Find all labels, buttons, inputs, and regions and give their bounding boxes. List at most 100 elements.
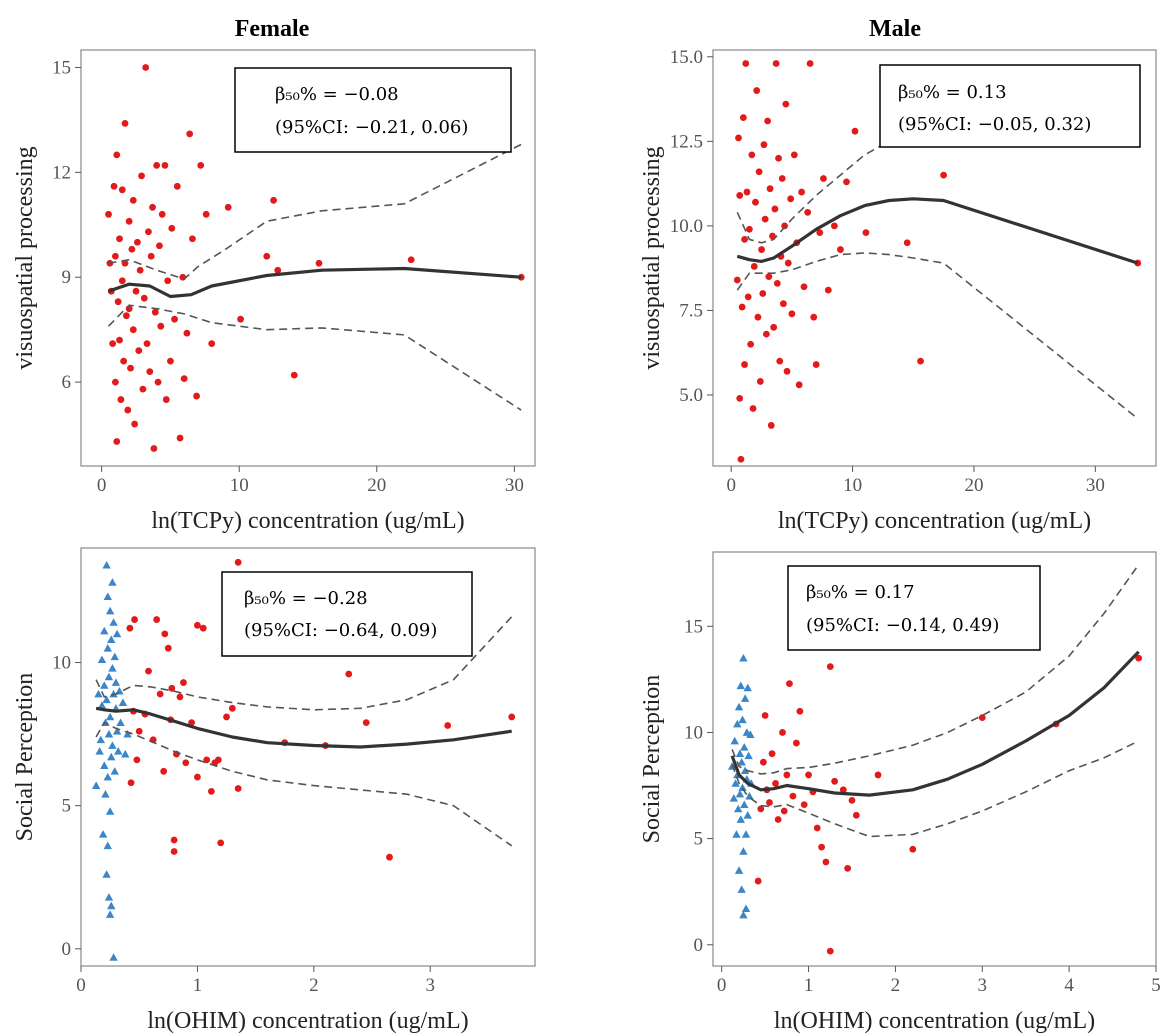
data-point-high [768,750,776,758]
data-point [140,294,148,302]
plot-frame [80,49,536,467]
data-point [147,252,155,260]
data-point-low [110,652,119,661]
data-point [781,222,789,230]
data-point [752,198,759,206]
data-point [129,196,137,204]
data-point-high [783,771,791,779]
data-point [134,238,141,246]
data-point [138,172,145,180]
data-point [189,235,196,243]
y-tick-label: 9 [62,267,72,288]
data-point [116,336,123,344]
y-tick-label: 10.0 [670,216,703,237]
data-point-low [737,885,746,893]
annotation-box [221,571,473,657]
data-point [749,405,757,412]
data-point [756,378,764,385]
data-point-low [740,800,749,809]
data-point [164,277,172,285]
data-point-high [133,756,141,764]
data-point [763,330,770,338]
annotation-box [879,64,1141,148]
fit-line [736,197,1139,265]
data-point-low [95,747,104,755]
data-point-low [740,694,750,702]
data-point [800,283,808,291]
data-point [743,188,751,196]
data-point [778,175,786,182]
data-point-high [766,799,773,806]
data-point [116,235,123,243]
annotation-ci: (95%CI: −0.14, 0.49) [806,615,999,636]
data-point [765,273,773,281]
y-tick-label: 7.5 [679,300,703,321]
data-point-low [734,866,744,874]
data-point-high [386,853,393,861]
ci-upper-line [95,616,513,711]
data-point [263,252,271,260]
data-point-low [103,841,112,850]
data-point-low [105,606,115,615]
data-point-high [176,693,184,701]
data-point-high [813,824,821,832]
data-point [197,161,205,169]
y-axis-title: visuospatial processing [12,146,38,369]
data-point [274,266,282,274]
data-point [759,290,767,297]
data-point [118,277,126,285]
data-point-high [780,807,788,815]
data-point-high [826,947,834,955]
data-point-low [108,578,117,586]
data-point [738,303,746,311]
data-point-high [161,630,169,638]
data-point-low [104,672,114,681]
data-point-high [180,679,187,686]
data-point [804,208,812,216]
data-point-low [736,815,745,823]
data-point [764,117,772,125]
data-point-low [91,781,101,789]
data-point-high [805,771,812,779]
data-point-low [108,741,117,749]
data-point-low [736,681,745,690]
data-point [820,175,827,182]
data-point-low [737,757,746,766]
data-point-low [103,592,112,601]
data-point-high [761,712,769,719]
data-point [758,246,765,253]
annotation-beta: β₅₀% = 0.17 [806,582,915,603]
data-point-low [109,953,118,961]
data-point-low [109,618,118,626]
data-point [168,224,176,232]
data-point [290,371,298,379]
data-point-high [228,704,236,712]
data-point [742,60,750,67]
plot-frame [80,547,536,967]
x-tick-label: 1 [804,975,814,996]
data-point [131,420,139,428]
data-point-low [105,712,115,721]
data-point [771,205,779,213]
data-point-low [740,766,750,775]
x-tick-label: 10 [230,475,249,496]
data-point [150,445,158,452]
annotation-box [787,565,1041,651]
data-point [109,340,117,348]
data-point-low [116,718,125,727]
data-point-high [839,786,847,794]
data-point [117,396,125,403]
y-tick-label: 15 [52,57,71,78]
data-point [224,203,232,211]
data-point-low [731,779,740,787]
y-tick-label: 5 [694,829,704,850]
data-point [135,347,143,355]
data-point-low [107,901,116,910]
data-point-high [826,663,834,671]
data-point-high [779,729,786,736]
data-point-high [818,843,825,851]
data-point [755,168,763,176]
x-tick-label: 1 [193,975,203,996]
data-point-high [444,722,452,729]
data-point-low [114,747,123,755]
